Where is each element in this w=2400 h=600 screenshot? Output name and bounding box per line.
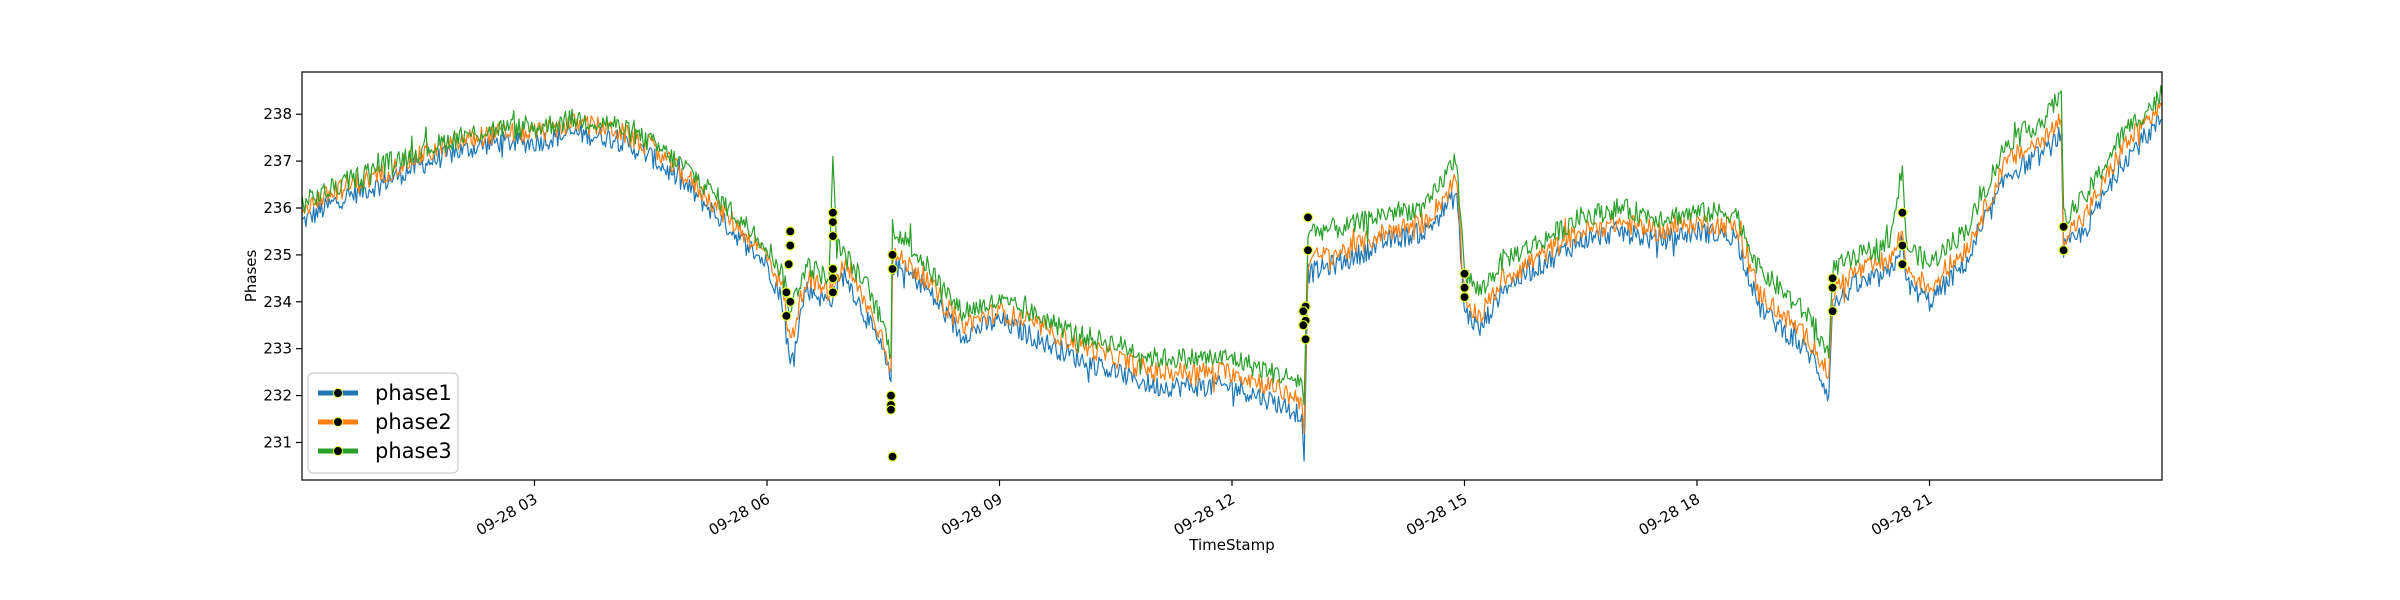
anomaly-marker [1302, 212, 1314, 223]
series-layer [302, 85, 2162, 462]
anomaly-marker [1897, 259, 1908, 270]
anomaly-marker [827, 273, 839, 284]
legend-marker-phase3 [333, 446, 343, 456]
anomaly-marker-layer [781, 207, 2069, 462]
legend-marker-phase1 [333, 388, 343, 398]
anomaly-marker [1459, 292, 1470, 303]
anomaly-marker [887, 451, 898, 462]
anomaly-marker [781, 310, 792, 321]
anomaly-marker [1459, 282, 1470, 293]
anomaly-marker [2058, 245, 2069, 256]
y-tick-label: 237 [263, 152, 292, 170]
anomaly-marker [1827, 282, 1838, 293]
anomaly-marker [885, 390, 897, 401]
anomaly-marker [1827, 273, 1838, 284]
anomaly-marker [785, 296, 796, 307]
anomaly-marker [1827, 306, 1838, 317]
anomaly-marker [827, 287, 839, 298]
anomaly-marker [1298, 320, 1309, 331]
legend-marker-phase2 [333, 417, 343, 427]
anomaly-marker [1897, 207, 1908, 218]
series-line-phase2 [302, 102, 2162, 434]
y-tick-label: 235 [263, 246, 292, 264]
anomaly-marker [827, 207, 839, 218]
legend-label-phase2: phase2 [375, 410, 452, 434]
y-tick-label: 231 [263, 433, 292, 451]
anomaly-marker [2058, 221, 2069, 232]
anomaly-marker [885, 404, 897, 415]
y-tick-label: 234 [263, 293, 292, 311]
anomaly-marker [827, 231, 839, 242]
y-tick-label: 238 [263, 105, 292, 123]
anomaly-marker [785, 226, 796, 237]
anomaly-marker [1298, 306, 1309, 317]
anomaly-marker [827, 217, 839, 228]
y-tick-label: 236 [263, 199, 292, 217]
anomaly-marker [1897, 240, 1908, 251]
series-line-phase3 [302, 85, 2162, 406]
y-tick-label: 232 [263, 387, 292, 405]
anomaly-marker [783, 259, 794, 270]
y-axis-label: Phases [242, 250, 260, 303]
anomaly-marker [1302, 245, 1314, 256]
legend-label-phase3: phase3 [375, 439, 452, 463]
y-tick-label: 233 [263, 340, 292, 358]
y-axis: 231 232 233 234 235 236 237 238 [263, 105, 302, 451]
legend-frame [307, 372, 459, 474]
anomaly-marker [785, 240, 796, 251]
x-axis-label: TimeStamp [1188, 536, 1274, 554]
legend-label-phase1: phase1 [375, 381, 452, 405]
anomaly-marker [781, 287, 792, 298]
anomaly-marker [1300, 334, 1311, 345]
anomaly-marker [827, 263, 839, 275]
legend: phase1 phase2 phase3 [307, 372, 459, 474]
anomaly-marker [887, 249, 898, 260]
anomaly-marker [1459, 268, 1470, 279]
anomaly-marker [887, 263, 898, 275]
